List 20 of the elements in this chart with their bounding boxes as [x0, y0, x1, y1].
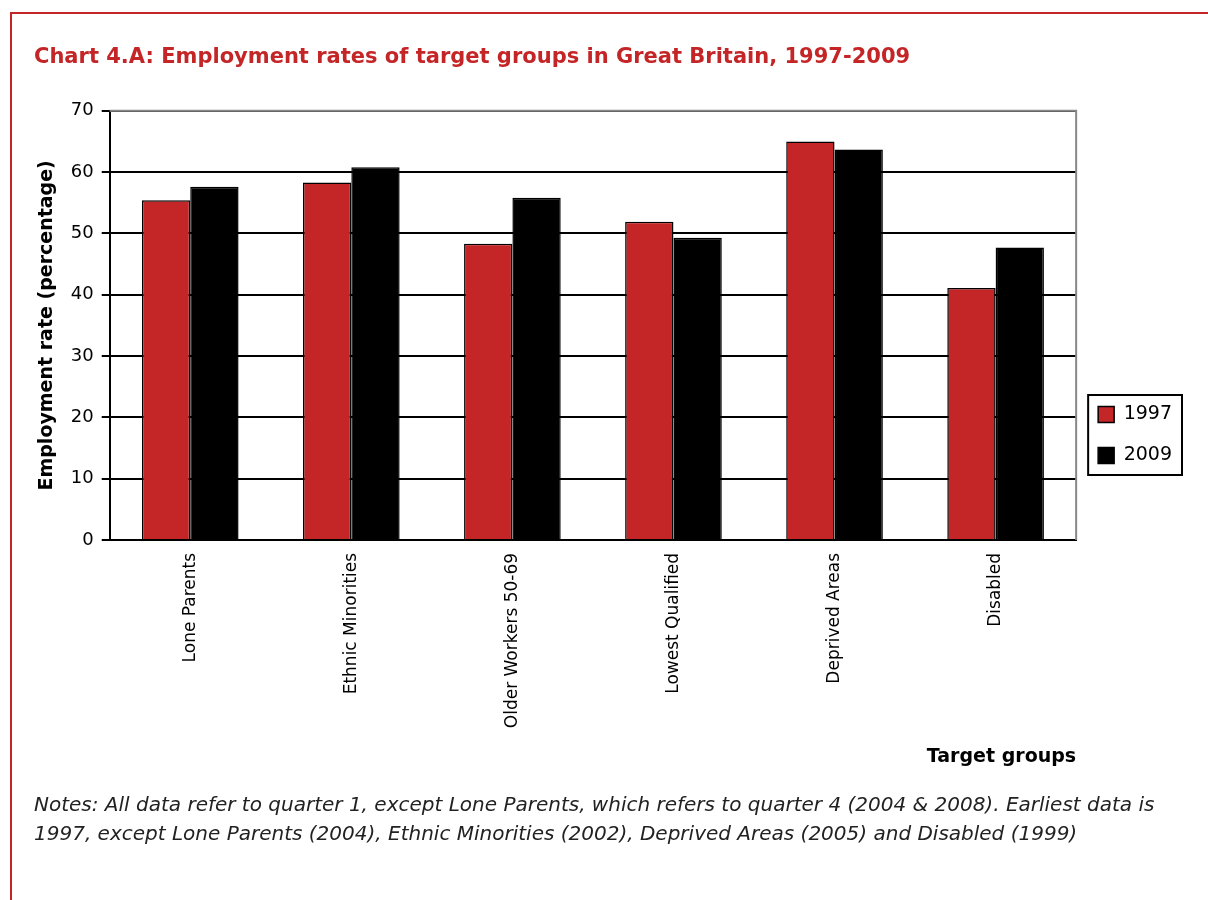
y-tick-label: 20: [70, 404, 94, 426]
y-tick-label: 10: [70, 466, 94, 488]
x-tick-label: Lone Parents: [178, 552, 199, 663]
x-tick-label: Disabled: [984, 552, 1005, 627]
y-tick-label: 50: [70, 221, 94, 243]
x-tick-label: Older Workers 50-69: [500, 552, 521, 729]
x-tick-label: Deprived Areas: [822, 552, 843, 684]
y-tick-label: 0: [82, 527, 94, 549]
y-tick-label: 70: [70, 98, 94, 120]
x-tick-label: Lowest Qualified: [661, 552, 682, 694]
y-tick-label: 30: [70, 343, 94, 365]
legend-label: 2009: [1123, 442, 1173, 465]
y-tick-label: 60: [70, 159, 94, 181]
x-axis-title: Target groups: [926, 743, 1077, 766]
chart-title: Chart 4.A: Employment rates of target groups in Great Britain, 1997-2009: [34, 44, 911, 68]
y-tick-label: 40: [70, 282, 94, 304]
text: Notes: All data refer to quarter 1, except Lone Parents, which refers to quarter 4 (2004 & 2008). Earliest data is 1997, except Lone Parents (2004), Ethnic Minorities (2002), Deprived Areas (2005) and Disabled (1999): [34, 791, 1156, 847]
legend-label: 1997: [1123, 401, 1173, 424]
x-tick-label: Ethnic Minorities: [339, 552, 360, 695]
y-axis-title: Employment rate (percentage): [34, 160, 57, 491]
